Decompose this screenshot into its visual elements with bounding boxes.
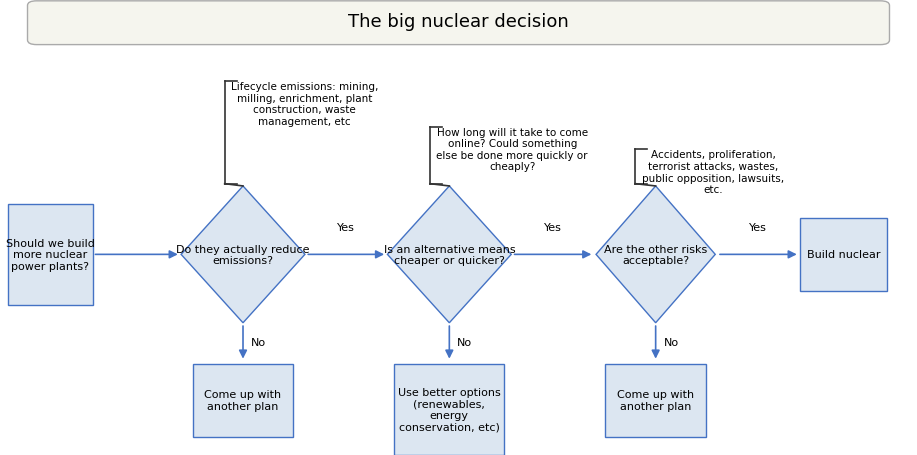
Text: No: No bbox=[458, 338, 472, 348]
Polygon shape bbox=[388, 187, 512, 323]
Text: Lifecycle emissions: mining,
milling, enrichment, plant
construction, waste
mana: Lifecycle emissions: mining, milling, en… bbox=[231, 82, 379, 126]
Text: Come up with
another plan: Come up with another plan bbox=[204, 389, 282, 411]
Text: Yes: Yes bbox=[544, 222, 562, 233]
Text: How long will it take to come
online? Could something
else be done more quickly : How long will it take to come online? Co… bbox=[436, 127, 588, 172]
Text: Come up with
another plan: Come up with another plan bbox=[617, 389, 694, 411]
FancyBboxPatch shape bbox=[193, 364, 293, 437]
Text: Yes: Yes bbox=[337, 222, 355, 233]
FancyBboxPatch shape bbox=[605, 364, 706, 437]
Text: Should we build
more nuclear
power plants?: Should we build more nuclear power plant… bbox=[6, 238, 94, 271]
Polygon shape bbox=[182, 187, 305, 323]
Text: No: No bbox=[664, 338, 679, 348]
FancyBboxPatch shape bbox=[28, 2, 889, 46]
FancyBboxPatch shape bbox=[801, 218, 888, 291]
Text: The big nuclear decision: The big nuclear decision bbox=[348, 13, 569, 31]
Text: Build nuclear: Build nuclear bbox=[807, 250, 880, 260]
FancyBboxPatch shape bbox=[8, 205, 93, 305]
Text: Use better options
(renewables,
energy
conservation, etc): Use better options (renewables, energy c… bbox=[398, 387, 501, 432]
Text: Accidents, proliferation,
terrorist attacks, wastes,
public opposition, lawsuits: Accidents, proliferation, terrorist atta… bbox=[642, 150, 784, 195]
Text: Is an alternative means
cheaper or quicker?: Is an alternative means cheaper or quick… bbox=[383, 244, 515, 266]
Text: Are the other risks
acceptable?: Are the other risks acceptable? bbox=[604, 244, 707, 266]
Text: No: No bbox=[251, 338, 266, 348]
Polygon shape bbox=[596, 187, 715, 323]
Text: Do they actually reduce
emissions?: Do they actually reduce emissions? bbox=[176, 244, 310, 266]
FancyBboxPatch shape bbox=[394, 364, 504, 455]
Text: Yes: Yes bbox=[749, 222, 768, 233]
